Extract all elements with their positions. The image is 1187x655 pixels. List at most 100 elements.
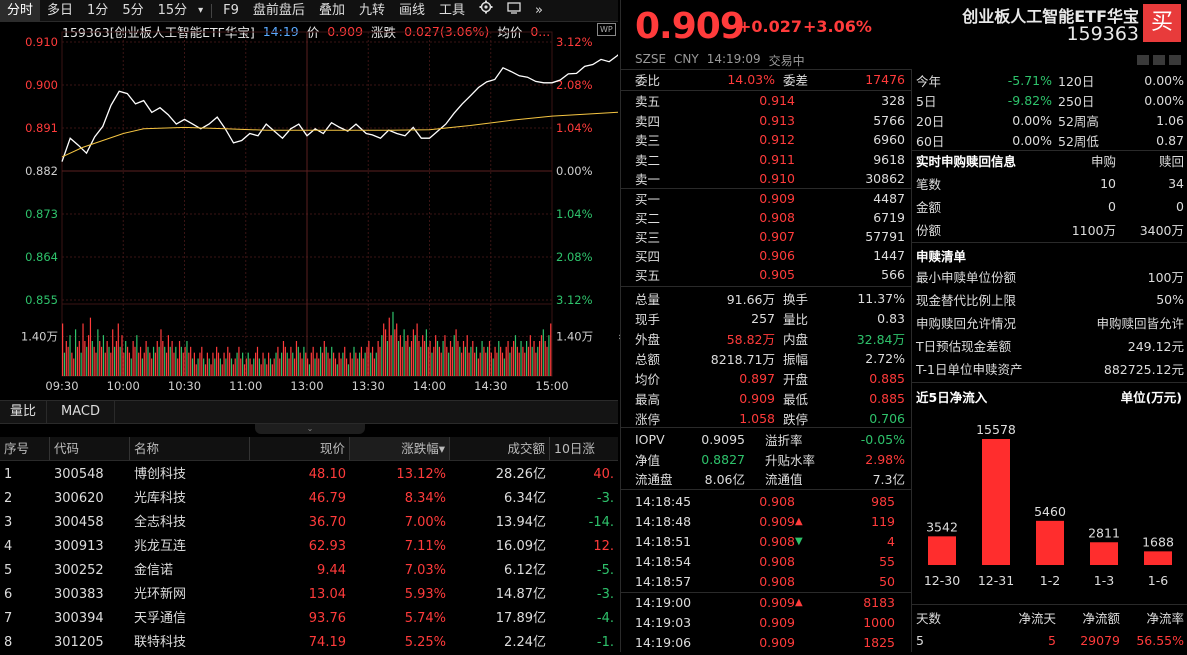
ask-row[interactable]: 卖二 0.911 9618: [635, 150, 905, 170]
volume-bar: [524, 352, 526, 376]
col-index[interactable]: 序号: [0, 437, 50, 460]
table-row[interactable]: 8 301205 联特科技 74.19 5.25% 2.24亿 -1.: [0, 631, 618, 655]
col-name[interactable]: 名称: [130, 437, 250, 460]
tick-row: 14:18:51 0.908 ▼ 4: [635, 532, 905, 552]
table-row[interactable]: 2 300620 光库科技 46.79 8.34% 6.34亿 -3.: [0, 487, 618, 511]
tab-15min[interactable]: 15分: [157, 2, 188, 18]
volume-bar: [455, 329, 457, 376]
volume-bar: [130, 358, 132, 376]
volume-bar: [173, 352, 175, 376]
volume-bar: [67, 346, 69, 376]
table-row[interactable]: 4 300913 兆龙互连 62.93 7.11% 16.09亿 12.: [0, 535, 618, 559]
tab-multiday[interactable]: 多日: [47, 2, 74, 18]
ask-label: 卖四: [635, 113, 661, 129]
value: 0.8827: [701, 451, 745, 467]
volume-bar: [128, 352, 131, 376]
ask-volume: 6960: [873, 132, 905, 148]
value: 100万: [1147, 270, 1184, 286]
volume-bar: [152, 346, 155, 376]
ask-row[interactable]: 卖五 0.914 328: [635, 91, 905, 111]
bid-row[interactable]: 买四 0.906 1447: [635, 246, 905, 266]
y-tick-right: 3.12%: [556, 35, 593, 49]
chart-toolbar: 分时 多日 1分 5分 15分 ▾ F9 盘前盘后 叠加 九转 画线 工具 »: [0, 0, 618, 22]
table-row[interactable]: 1 300548 博创科技 48.10 13.12% 28.26亿 40.: [0, 463, 618, 487]
draw-line-button[interactable]: 画线: [398, 2, 425, 18]
tick-volume: 8183: [863, 595, 895, 611]
bid-row[interactable]: 买一 0.909 4487: [635, 189, 905, 209]
chevron-down-icon[interactable]: ▾: [198, 4, 204, 16]
volume-bar: [138, 352, 140, 376]
volume-bar: [394, 329, 396, 376]
bid-row[interactable]: 买二 0.908 6719: [635, 208, 905, 228]
table-cell: 300252: [54, 563, 104, 578]
premarket-button[interactable]: 盘前盘后: [252, 2, 305, 18]
list-row: 最小申赎单位份额 100万: [916, 267, 1184, 287]
gear-icon[interactable]: [472, 0, 500, 22]
value: 1.06: [1156, 113, 1184, 129]
ask-price: 0.910: [759, 171, 795, 187]
intraday-chart[interactable]: 0.910 3.12% 0.900 2.08% 0.891 1.04% 0.882 0.00%…: [0, 22, 618, 397]
expand-handle[interactable]: ⌄: [255, 424, 365, 434]
collapse-panel-icon[interactable]: »: [535, 2, 543, 18]
volume-bar: [63, 352, 66, 376]
col-10day[interactable]: 10日涨: [554, 441, 595, 456]
x-tick: 09:30: [45, 379, 78, 393]
tick-price: 0.908: [759, 494, 795, 510]
col-change-pct[interactable]: 涨跌幅▾: [350, 437, 450, 460]
col-turnover[interactable]: 成交额: [450, 437, 550, 460]
label: 净流额: [1082, 611, 1120, 627]
tab-5min[interactable]: 5分: [122, 2, 144, 18]
table-row[interactable]: 5 300252 金信诺 9.44 7.03% 6.12亿 -5.: [0, 559, 618, 583]
overlay-button[interactable]: 叠加: [318, 2, 345, 18]
volume-bar: [379, 346, 381, 376]
add-icon[interactable]: [1169, 55, 1181, 65]
ask-row[interactable]: 卖一 0.910 30862: [635, 169, 905, 189]
screen-icon[interactable]: [500, 0, 528, 22]
bid-row[interactable]: 买三 0.907 57791: [635, 227, 905, 247]
volume-bar: [151, 358, 153, 376]
volume-bar: [494, 346, 496, 376]
nine-turn-button[interactable]: 九转: [358, 2, 385, 18]
volume-bar: [513, 341, 515, 376]
f9-button[interactable]: F9: [223, 2, 239, 18]
buy-button[interactable]: 买: [1143, 4, 1181, 42]
ask-label: 卖二: [635, 152, 661, 168]
wp-badge[interactable]: WP: [597, 23, 616, 36]
volume-bar: [377, 341, 379, 376]
volume-bar: [84, 341, 86, 376]
volume-bar: [258, 358, 260, 376]
split-icon[interactable]: [1153, 55, 1165, 65]
netflow-value: 5460: [1034, 504, 1066, 519]
volume-bar: [201, 346, 203, 376]
volume-bar: [490, 352, 492, 376]
tick-volume: 50: [879, 574, 895, 590]
tab-intraday[interactable]: 分时: [0, 0, 41, 22]
table-row[interactable]: 3 300458 全志科技 36.70 7.00% 13.94亿 -14.: [0, 511, 618, 535]
volume-bar: [468, 352, 470, 376]
col-price[interactable]: 现价: [250, 437, 350, 460]
tab-macd[interactable]: MACD: [47, 401, 115, 423]
tools-button[interactable]: 工具: [438, 2, 465, 18]
table-row[interactable]: 6 300383 光环新网 13.04 5.93% 14.87亿 -3.: [0, 583, 618, 607]
tab-volume-ratio[interactable]: 量比: [0, 401, 48, 423]
tab-1min[interactable]: 1分: [87, 2, 109, 18]
volume-bar: [113, 346, 116, 376]
volume-bar: [461, 352, 463, 376]
tick-time: 14:19:06: [635, 635, 692, 651]
volume-bar: [301, 358, 303, 376]
volume-bar: [229, 352, 231, 376]
volume-bar: [78, 341, 80, 376]
col-code[interactable]: 代码: [50, 437, 130, 460]
volume-bar: [167, 335, 169, 376]
pencil-icon[interactable]: [1137, 55, 1149, 65]
volume-bar: [537, 346, 539, 376]
value: 91.66万: [726, 292, 775, 308]
ask-row[interactable]: 卖三 0.912 6960: [635, 130, 905, 150]
volume-bar: [286, 352, 288, 376]
bid-row[interactable]: 买五 0.905 566: [635, 265, 905, 285]
volume-bar: [431, 352, 433, 376]
ask-row[interactable]: 卖四 0.913 5766: [635, 111, 905, 131]
label: 涨停: [635, 412, 661, 428]
table-row[interactable]: 7 300394 天孚通信 93.76 5.74% 17.89亿 -4.: [0, 607, 618, 631]
table-cell: 13.94亿: [495, 515, 546, 530]
